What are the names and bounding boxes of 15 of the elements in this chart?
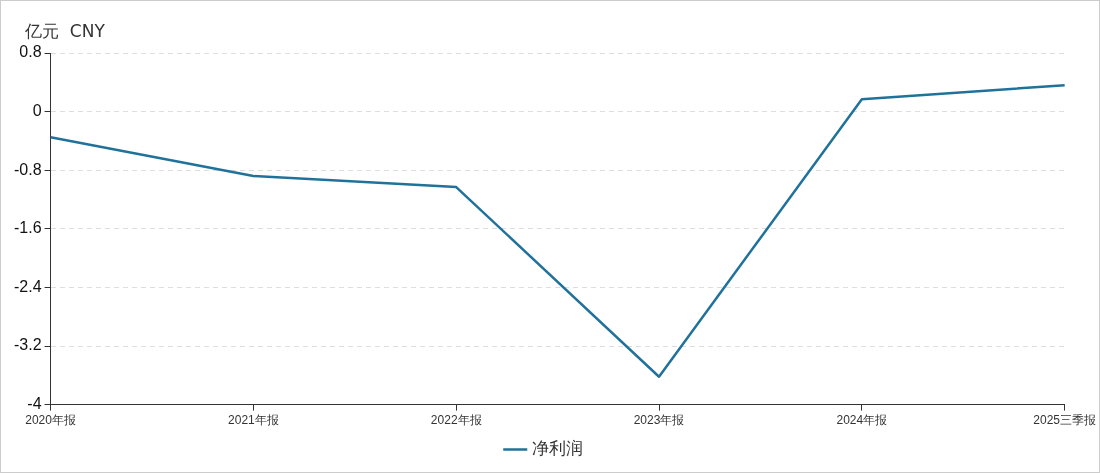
y-tick-label: -1.6 [13,219,42,237]
y-tick-label: -2.4 [13,277,42,295]
y-tick-label: 0 [32,102,42,120]
y-axis-title: 亿元 CNY [24,21,106,42]
y-tick-label: -4 [27,395,42,413]
x-tick-label: 2024年报 [836,413,888,428]
x-tick-label: 2021年报 [228,413,279,428]
x-tick-label: 2022年报 [430,413,482,428]
y-tick-label: -0.8 [13,160,42,178]
x-tick-label: 2023年报 [633,413,685,428]
y-tick-label: 0.8 [19,43,42,61]
x-tick-label: 2025三季报 [1033,413,1096,428]
legend-label: 净利润 [532,439,584,459]
x-tick-label: 2020年报 [25,413,76,428]
y-tick-label: -3.2 [13,336,42,354]
